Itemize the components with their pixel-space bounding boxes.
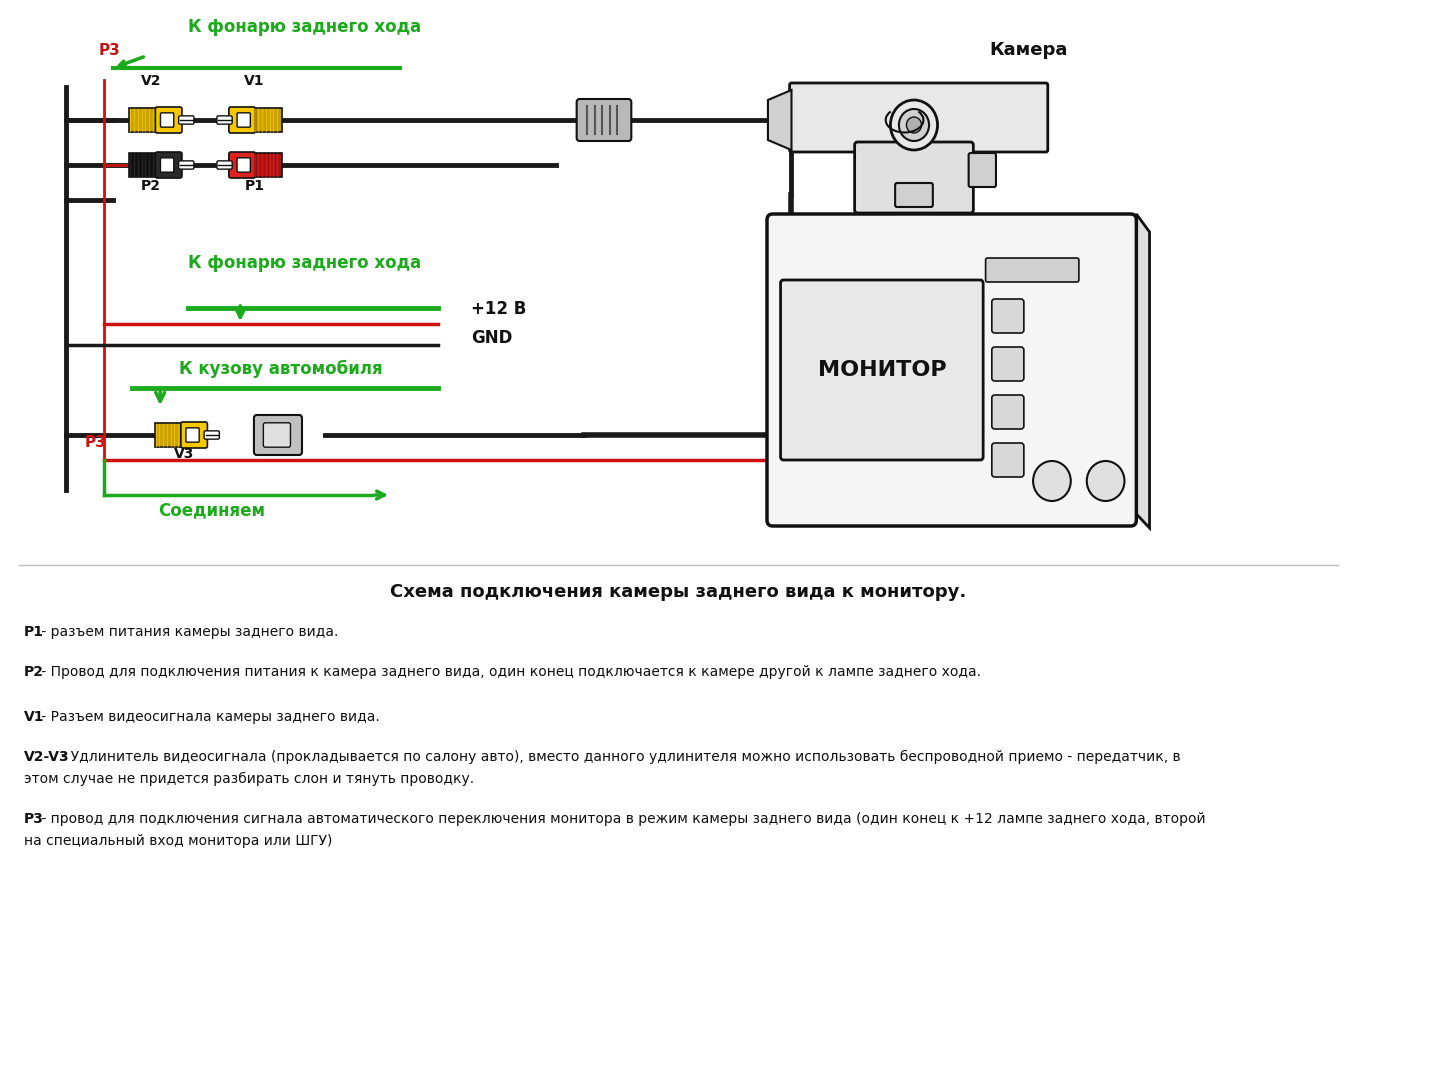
Text: - Удлинитель видеосигнала (прокладывается по салону авто), вместо данного удлини: - Удлинитель видеосигнала (прокладываетс… [58, 750, 1181, 764]
FancyBboxPatch shape [992, 443, 1024, 477]
Polygon shape [768, 90, 792, 150]
Text: Схема подключения камеры заднего вида к монитору.: Схема подключения камеры заднего вида к … [390, 583, 966, 601]
Text: V2: V2 [141, 74, 161, 88]
FancyBboxPatch shape [253, 415, 302, 455]
FancyBboxPatch shape [181, 422, 207, 448]
Polygon shape [130, 153, 157, 177]
Text: К кузову автомобиля: К кузову автомобиля [179, 360, 383, 378]
Text: К фонарю заднего хода: К фонарю заднего хода [189, 254, 422, 272]
FancyBboxPatch shape [238, 113, 251, 128]
FancyBboxPatch shape [156, 107, 181, 133]
Text: этом случае не придется разбирать слон и тянуть проводку.: этом случае не придется разбирать слон и… [23, 772, 474, 786]
FancyBboxPatch shape [576, 99, 631, 142]
FancyBboxPatch shape [789, 83, 1048, 152]
Text: P3: P3 [99, 43, 121, 58]
Text: - разъем питания камеры заднего вида.: - разъем питания камеры заднего вида. [37, 625, 338, 639]
FancyBboxPatch shape [896, 183, 933, 207]
Circle shape [899, 109, 929, 142]
FancyBboxPatch shape [969, 153, 996, 187]
Text: P3: P3 [85, 435, 107, 450]
FancyBboxPatch shape [179, 116, 194, 124]
Circle shape [890, 100, 937, 150]
Text: P3: P3 [23, 812, 43, 827]
FancyBboxPatch shape [217, 161, 232, 169]
Polygon shape [253, 108, 282, 132]
FancyBboxPatch shape [992, 347, 1024, 381]
FancyBboxPatch shape [204, 431, 219, 440]
FancyBboxPatch shape [768, 214, 1136, 526]
FancyBboxPatch shape [229, 152, 255, 178]
Text: МОНИТОР: МОНИТОР [818, 360, 946, 379]
FancyBboxPatch shape [985, 258, 1079, 282]
FancyBboxPatch shape [179, 161, 194, 169]
Text: - провод для подключения сигнала автоматического переключения монитора в режим к: - провод для подключения сигнала автомат… [37, 812, 1205, 827]
FancyBboxPatch shape [217, 116, 232, 124]
Text: P2: P2 [23, 665, 43, 679]
Text: Соединяем: Соединяем [158, 501, 265, 519]
FancyBboxPatch shape [780, 280, 984, 460]
FancyBboxPatch shape [186, 428, 199, 442]
FancyBboxPatch shape [992, 299, 1024, 333]
Text: +12 В: +12 В [471, 300, 527, 318]
Text: - Разъем видеосигнала камеры заднего вида.: - Разъем видеосигнала камеры заднего вид… [37, 710, 380, 724]
Circle shape [1032, 461, 1071, 501]
Circle shape [1087, 461, 1125, 501]
Text: V3: V3 [174, 447, 194, 461]
Polygon shape [154, 422, 183, 447]
Circle shape [906, 117, 922, 133]
Polygon shape [253, 153, 282, 177]
FancyBboxPatch shape [264, 422, 291, 447]
FancyBboxPatch shape [160, 158, 174, 173]
Text: К фонарю заднего хода: К фонарю заднего хода [189, 18, 422, 36]
Text: на специальный вход монитора или ШГУ): на специальный вход монитора или ШГУ) [23, 834, 333, 848]
Text: V2-V3: V2-V3 [23, 750, 69, 764]
Text: - Провод для подключения питания к камера заднего вида, один конец подключается : - Провод для подключения питания к камер… [37, 665, 981, 679]
Polygon shape [130, 108, 157, 132]
Text: Камера: Камера [989, 41, 1067, 59]
FancyBboxPatch shape [854, 142, 973, 213]
FancyBboxPatch shape [229, 107, 255, 133]
Polygon shape [1136, 214, 1149, 528]
Text: V1: V1 [23, 710, 45, 724]
Text: GND: GND [471, 329, 513, 347]
FancyBboxPatch shape [160, 113, 174, 128]
FancyBboxPatch shape [156, 152, 181, 178]
Text: P1: P1 [23, 625, 43, 639]
Text: P2: P2 [141, 179, 161, 193]
FancyBboxPatch shape [992, 394, 1024, 429]
Text: V1: V1 [245, 74, 265, 88]
Text: P1: P1 [245, 179, 265, 193]
FancyBboxPatch shape [238, 158, 251, 173]
